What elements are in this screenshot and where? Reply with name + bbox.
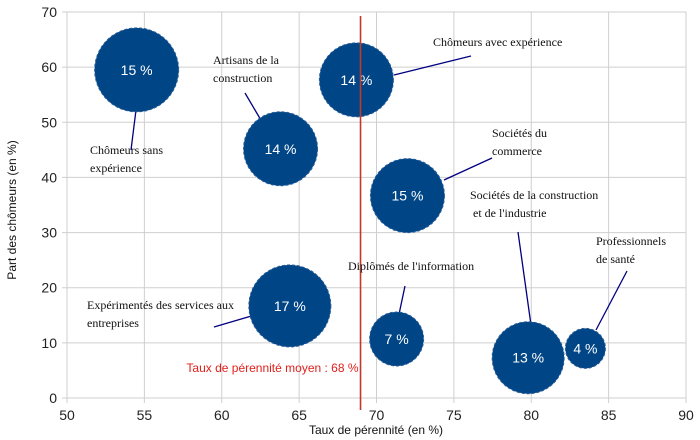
bubble-size-label: 17 %	[274, 298, 306, 314]
y-tick-label: 70	[41, 4, 57, 20]
annotation-label: Expérimentés des services aux entreprises	[87, 298, 234, 330]
bubbles: 15 % 14 % 14 % 15 % 17 % 7 % 13 % 4 %	[94, 27, 606, 395]
x-tick-label: 60	[214, 407, 230, 423]
bubble-size-label: 4 %	[573, 340, 597, 356]
y-tick-label: 50	[41, 114, 57, 130]
bubble-size-label: 14 %	[265, 141, 297, 157]
annotation-label: Sociétés du commerce	[492, 126, 547, 158]
bubble	[94, 27, 180, 113]
y-axis-title: Part des chômeurs (en %)	[5, 140, 19, 279]
y-axis-ticks: 0 10 20 30 40 50 60 70	[41, 4, 57, 406]
annotation-label-line: Artisans de la	[213, 53, 280, 67]
y-tick-label: 10	[41, 335, 57, 351]
bubble-size-label: 15 %	[391, 188, 423, 204]
annotation-label-line: commerce	[492, 144, 542, 158]
annotation-connector	[393, 55, 472, 76]
y-tick-label: 30	[41, 225, 57, 241]
annotation-label: Chômeurs sans expérience	[90, 143, 163, 175]
y-tick-label: 20	[41, 280, 57, 296]
x-tick-label: 80	[523, 407, 539, 423]
x-tick-label: 75	[446, 407, 462, 423]
annotation-label-line: Diplômés de l'information	[348, 259, 474, 273]
annotation-label: Sociétés de la construction et de l'indu…	[470, 188, 598, 220]
x-tick-label: 85	[601, 407, 617, 423]
annotation-label: Chômeurs avec expérience	[433, 35, 562, 49]
x-tick-label: 70	[369, 407, 385, 423]
bubble-size-label: 15 %	[121, 62, 153, 78]
annotation-label-line: Sociétés de la construction	[470, 188, 598, 202]
grid	[62, 11, 687, 403]
bubble	[243, 111, 319, 187]
x-tick-label: 90	[678, 407, 694, 423]
x-tick-label: 65	[291, 407, 307, 423]
annotation-label: Professionnels de santé	[596, 234, 666, 266]
annotation-connector	[517, 231, 532, 326]
bubble	[248, 264, 332, 348]
annotations: Chômeurs sans expérience Artisans de la con…	[87, 35, 666, 330]
annotation-label-line: de santé	[596, 252, 635, 266]
annotation-label-line: Sociétés du	[492, 126, 547, 140]
annotation-connector	[595, 270, 628, 331]
annotation-label-line: Expérimentés des services aux	[87, 298, 234, 312]
x-axis-title: Taux de pérennité (en %)	[309, 423, 443, 437]
y-tick-label: 60	[41, 59, 57, 75]
reference-line-group: Taux de pérennité moyen : 68 %	[186, 16, 362, 410]
x-tick-label: 55	[137, 407, 153, 423]
bubble-size-label: 7 %	[385, 331, 409, 347]
annotation-connector	[130, 109, 137, 151]
annotation-label-line: Professionnels	[596, 234, 666, 248]
bubble-size-label: 13 %	[512, 350, 544, 366]
annotation-label-line: Chômeurs sans	[90, 143, 163, 157]
annotation-label-line: et de l'industrie	[470, 206, 546, 220]
annotation-label-line: entreprises	[87, 316, 139, 330]
bubble	[369, 158, 445, 234]
x-tick-label: 50	[59, 407, 75, 423]
bubble-size-label: 14 %	[340, 72, 372, 88]
bubble	[564, 327, 606, 369]
bubble	[318, 42, 394, 118]
annotation-label-line: expérience	[90, 161, 142, 175]
y-tick-label: 0	[49, 390, 57, 406]
x-axis-ticks: 50 55 60 65 70 75 80 85 90	[59, 407, 694, 423]
annotation-connector	[443, 157, 493, 181]
y-tick-label: 40	[41, 169, 57, 185]
bubble	[491, 321, 565, 395]
annotation-label: Diplômés de l'information	[348, 259, 474, 273]
bubble	[369, 311, 425, 367]
reference-line-label: Taux de pérennité moyen : 68 %	[186, 361, 358, 375]
annotation-label-line: Chômeurs avec expérience	[433, 35, 562, 49]
annotation-label-line: construction	[213, 71, 272, 85]
annotation-label: Artisans de la construction	[213, 53, 280, 85]
